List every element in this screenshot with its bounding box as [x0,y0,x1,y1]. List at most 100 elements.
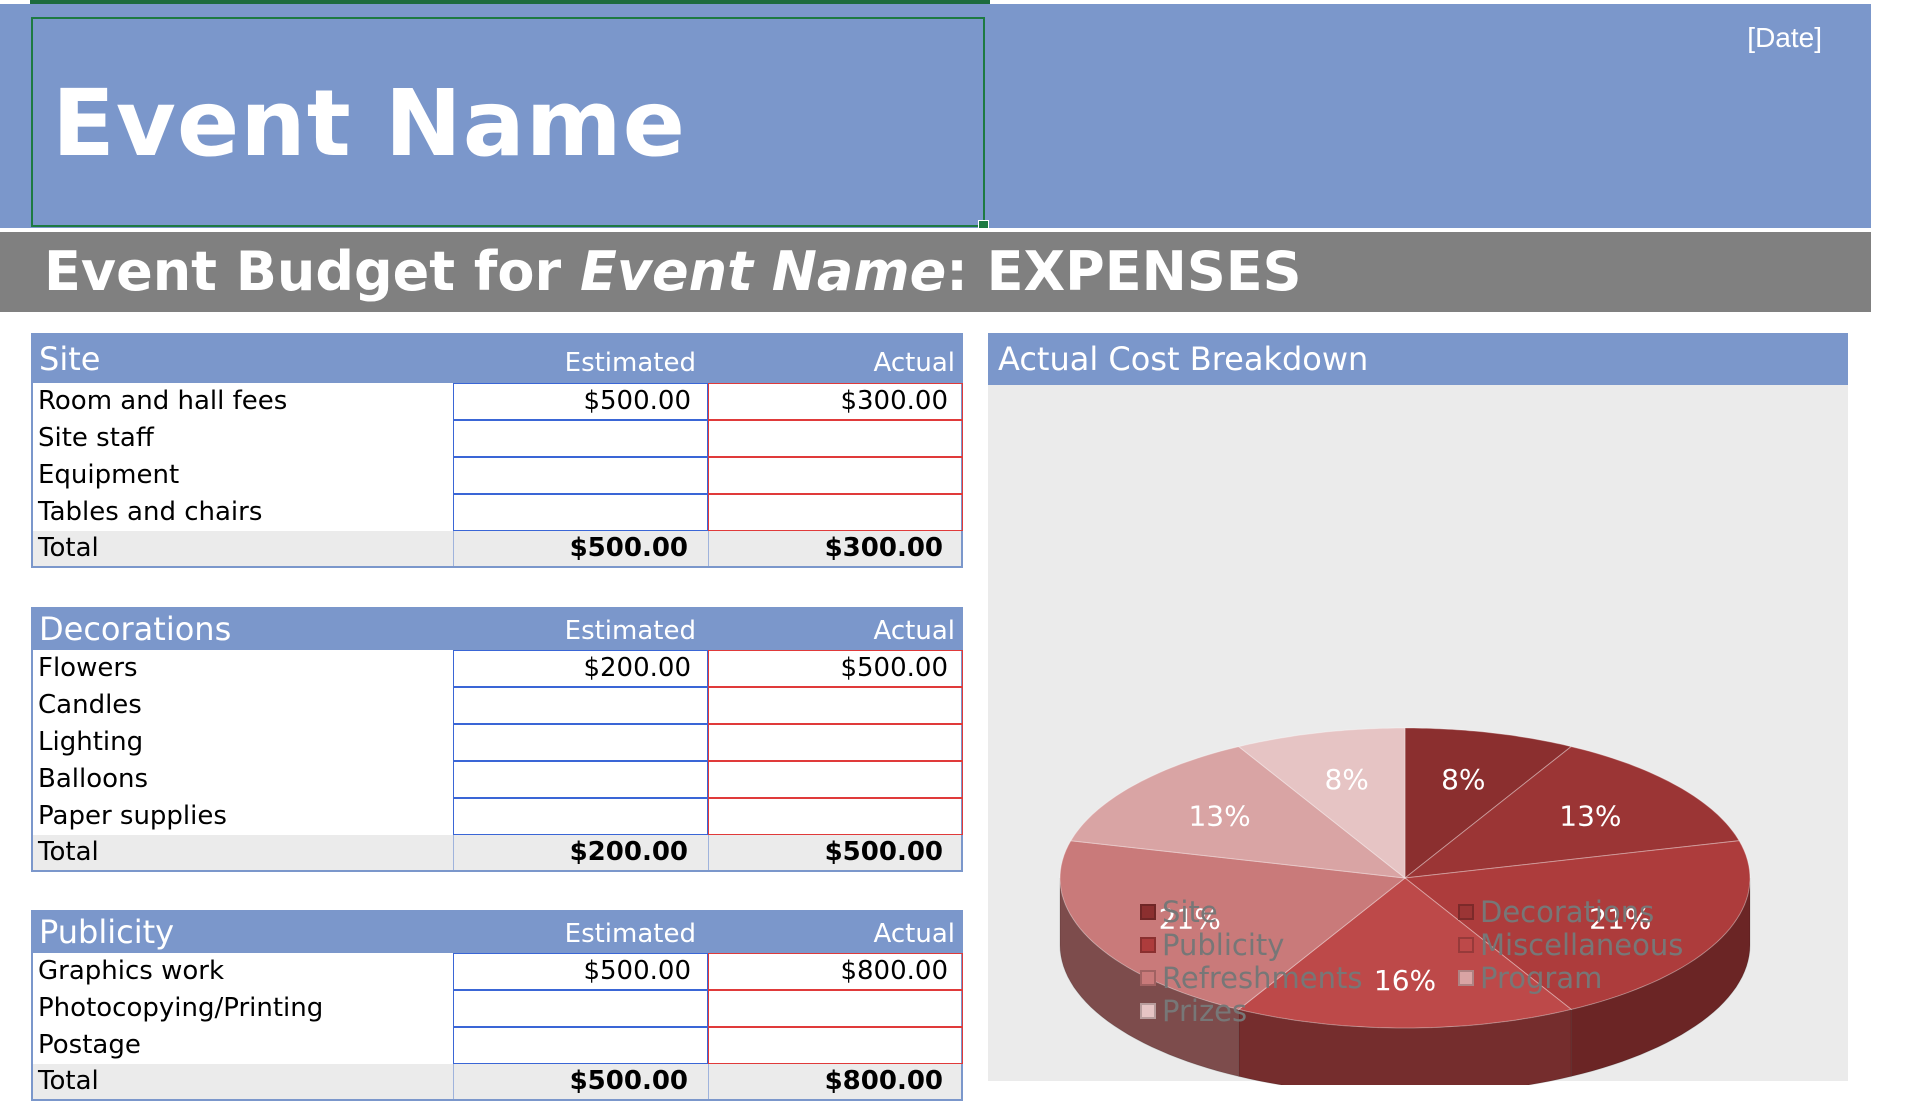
table-row: Candles [31,687,963,724]
estimated-cell[interactable] [453,761,708,798]
total-estimated[interactable]: $500.00 [453,531,708,566]
row-label[interactable]: Candles [38,690,142,720]
table-row: Postage [31,1027,963,1064]
actual-cell[interactable] [708,1027,963,1064]
table-row: Graphics work $500.00 $800.00 [31,953,963,990]
pie-slice-publicity[interactable] [1403,840,1751,1010]
divider [0,228,1871,232]
table-row: Flowers $200.00 $500.00 [31,650,963,687]
chart-title[interactable]: Actual Cost Breakdown [998,340,1369,378]
legend-item-decorations[interactable]: Decorations [1458,896,1654,928]
row-label[interactable]: Room and hall fees [38,386,288,416]
subtitle-band [0,232,1871,312]
pie-slice-prizes[interactable] [1237,727,1406,880]
actual-cell[interactable] [708,457,963,494]
row-label[interactable]: Paper supplies [38,801,227,831]
actual-cell[interactable] [708,761,963,798]
legend-item-site[interactable]: Site [1140,896,1218,928]
pie-slice-program[interactable] [1069,746,1407,879]
legend-item-prizes[interactable]: Prizes [1140,995,1247,1027]
legend-label: Prizes [1162,994,1248,1028]
actual-header[interactable]: Actual [873,616,955,646]
estimated-cell[interactable] [453,798,708,835]
pie-label-publicity: 21% [1589,903,1651,936]
page-subtitle[interactable]: Event Budget for Event Name: EXPENSES [44,238,1302,306]
estimated-cell[interactable]: $200.00 [453,650,708,687]
legend-swatch [1140,970,1156,986]
pie-chart[interactable]: 8% 13% 21% 16% 21% 13% 8% [988,385,1848,1085]
estimated-header[interactable]: Estimated [564,348,696,378]
actual-cell[interactable]: $500.00 [708,650,963,687]
legend-swatch [1458,937,1474,953]
actual-cell[interactable] [708,420,963,457]
legend-item-publicity[interactable]: Publicity [1140,929,1284,961]
event-name-title[interactable]: Event Name [52,70,687,177]
actual-cell[interactable] [708,494,963,531]
estimated-cell[interactable] [453,687,708,724]
row-label[interactable]: Site staff [38,423,154,453]
total-label[interactable]: Total [38,837,99,867]
section-site: Site Estimated Actual Room and hall fees… [31,333,963,568]
legend-label: Decorations [1480,895,1655,929]
actual-cell[interactable] [708,990,963,1027]
total-estimated[interactable]: $200.00 [453,835,708,870]
row-label[interactable]: Tables and chairs [38,497,263,527]
row-label[interactable]: Flowers [38,653,138,683]
legend-label: Program [1480,961,1603,995]
row-label[interactable]: Balloons [38,764,149,794]
pie-slice-miscellaneous[interactable] [1237,877,1573,1029]
actual-cell[interactable] [708,798,963,835]
table-row: Tables and chairs [31,494,963,531]
total-actual[interactable]: $800.00 [708,1064,963,1099]
estimated-cell[interactable]: $500.00 [453,953,708,990]
header-band [0,4,1871,228]
row-label[interactable]: Equipment [38,460,180,490]
pie-label-prizes: 8% [1324,763,1368,796]
pie-label-program: 13% [1188,800,1250,833]
actual-cell[interactable]: $300.00 [708,383,963,420]
legend-item-program[interactable]: Program [1458,962,1602,994]
subtitle-prefix: Event Budget for [44,240,580,303]
pie-label-site: 8% [1441,763,1485,796]
legend-item-refreshments[interactable]: Refreshments [1140,962,1362,994]
total-row: Total $500.00 $300.00 [31,531,963,568]
row-label[interactable]: Photocopying/Printing [38,993,324,1023]
pie-slice-site[interactable] [1404,727,1573,880]
legend-item-miscellaneous[interactable]: Miscellaneous [1458,929,1683,961]
pie-slice-refreshments[interactable] [1059,840,1407,1010]
section-title[interactable]: Site [39,340,101,378]
estimated-header[interactable]: Estimated [564,616,696,646]
legend-swatch [1140,937,1156,953]
total-actual[interactable]: $300.00 [708,531,963,566]
section-decorations: Decorations Estimated Actual Flowers $200… [31,607,963,872]
actual-header[interactable]: Actual [873,348,955,378]
pie-slice-decorations[interactable] [1403,746,1741,879]
estimated-header[interactable]: Estimated [564,919,696,949]
total-label[interactable]: Total [38,533,99,563]
total-actual[interactable]: $500.00 [708,835,963,870]
estimated-cell[interactable] [453,457,708,494]
row-label[interactable]: Postage [38,1030,141,1060]
actual-header[interactable]: Actual [873,919,955,949]
row-label[interactable]: Graphics work [38,956,224,986]
section-title[interactable]: Publicity [39,913,175,951]
actual-cell[interactable]: $800.00 [708,953,963,990]
total-label[interactable]: Total [38,1066,99,1096]
section-title[interactable]: Decorations [39,610,232,648]
estimated-cell[interactable] [453,420,708,457]
estimated-cell[interactable] [453,990,708,1027]
estimated-cell[interactable] [453,1027,708,1064]
total-row: Total $500.00 $800.00 [31,1064,963,1101]
selection-top-line [30,0,990,4]
chart-panel[interactable]: Actual Cost Breakdown 8% 13% 21% 16% 21% 13% 8… [988,333,1848,1085]
date-cell[interactable]: [Date] [1747,22,1822,53]
actual-cell[interactable] [708,687,963,724]
estimated-cell[interactable] [453,494,708,531]
total-estimated[interactable]: $500.00 [453,1064,708,1099]
estimated-cell[interactable]: $500.00 [453,383,708,420]
actual-cell[interactable] [708,724,963,761]
legend-swatch [1140,904,1156,920]
row-label[interactable]: Lighting [38,727,144,757]
estimated-cell[interactable] [453,724,708,761]
legend-label: Site [1162,895,1218,929]
